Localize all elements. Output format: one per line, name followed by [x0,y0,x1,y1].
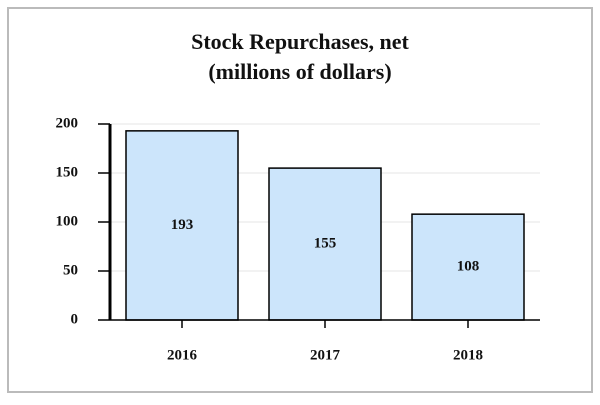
bar [268,167,382,321]
bar [125,130,239,321]
y-tick-label: 50 [63,262,78,278]
y-tick-label: 150 [56,164,79,180]
bar [411,213,525,321]
data-label: 108 [457,259,480,275]
y-tick-label: 200 [56,115,79,131]
data-label: 155 [314,235,337,251]
chart-title: Stock Repurchases, net [191,29,409,54]
x-tick-label: 2018 [453,347,483,363]
data-label: 193 [171,217,194,233]
x-tick-label: 2017 [310,347,341,363]
x-tick-label: 2016 [167,347,198,363]
y-tick-label: 0 [71,311,79,327]
y-tick-label: 100 [56,213,79,229]
chart-subtitle: (millions of dollars) [208,59,391,84]
